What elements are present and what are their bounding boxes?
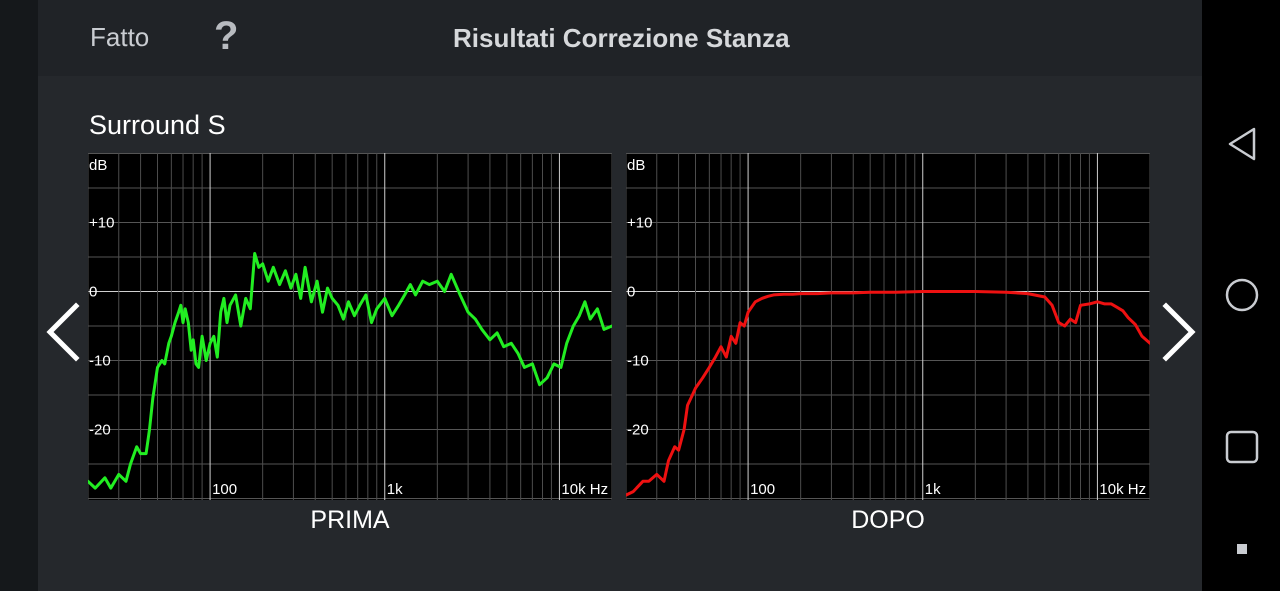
x-tick-label: 100 (212, 481, 237, 498)
recents-icon[interactable] (1222, 427, 1262, 467)
x-tick-label: 1k (387, 481, 403, 498)
back-icon[interactable] (1222, 124, 1262, 164)
x-tick-label: 100 (750, 481, 775, 498)
y-tick-label: -10 (627, 353, 649, 370)
grid-lines (626, 153, 1150, 500)
frequency-response-chart-after: dB +10 0 -10 -20 100 1k 10k Hz (626, 153, 1150, 500)
left-edge (0, 0, 38, 591)
x-tick-label: 1k (925, 481, 941, 498)
frequency-response-line (626, 290, 1150, 497)
y-tick-label: 0 (89, 284, 97, 301)
y-tick-label: -20 (89, 422, 111, 439)
y-tick-label: +10 (89, 215, 114, 232)
y-tick-label: +10 (627, 215, 652, 232)
previous-arrow-icon[interactable] (42, 300, 82, 364)
graph-before: dB +10 0 -10 -20 100 1k 10k Hz (88, 153, 612, 500)
graph-after: dB +10 0 -10 -20 100 1k 10k Hz (626, 153, 1150, 500)
done-button[interactable]: Fatto (90, 22, 150, 52)
speaker-name: Surround S (89, 110, 226, 140)
top-bar: Fatto ? Risultati Correzione Stanza (38, 0, 1202, 76)
graph-before-caption: PRIMA (310, 506, 390, 534)
system-navigation-bar (1202, 0, 1280, 591)
next-arrow-icon[interactable] (1160, 300, 1200, 364)
grid-lines (88, 153, 612, 500)
y-axis-unit-label: dB (627, 157, 645, 174)
frequency-response-chart-before: dB +10 0 -10 -20 100 1k 10k Hz (88, 153, 612, 500)
frequency-response-line (88, 252, 612, 490)
page-title: Risultati Correzione Stanza (453, 23, 790, 53)
help-icon[interactable]: ? (214, 14, 239, 58)
room-correction-screen: Fatto ? Risultati Correzione Stanza Surr… (38, 0, 1202, 591)
y-axis-unit-label: dB (89, 157, 107, 174)
x-tick-label: 10k Hz (561, 481, 608, 498)
y-tick-label: -10 (89, 353, 111, 370)
home-icon[interactable] (1222, 275, 1262, 315)
y-tick-label: -20 (627, 422, 649, 439)
keyboard-indicator-icon (1222, 529, 1262, 569)
x-tick-label: 10k Hz (1099, 481, 1146, 498)
y-tick-label: 0 (627, 284, 635, 301)
graph-after-caption: DOPO (851, 506, 925, 534)
